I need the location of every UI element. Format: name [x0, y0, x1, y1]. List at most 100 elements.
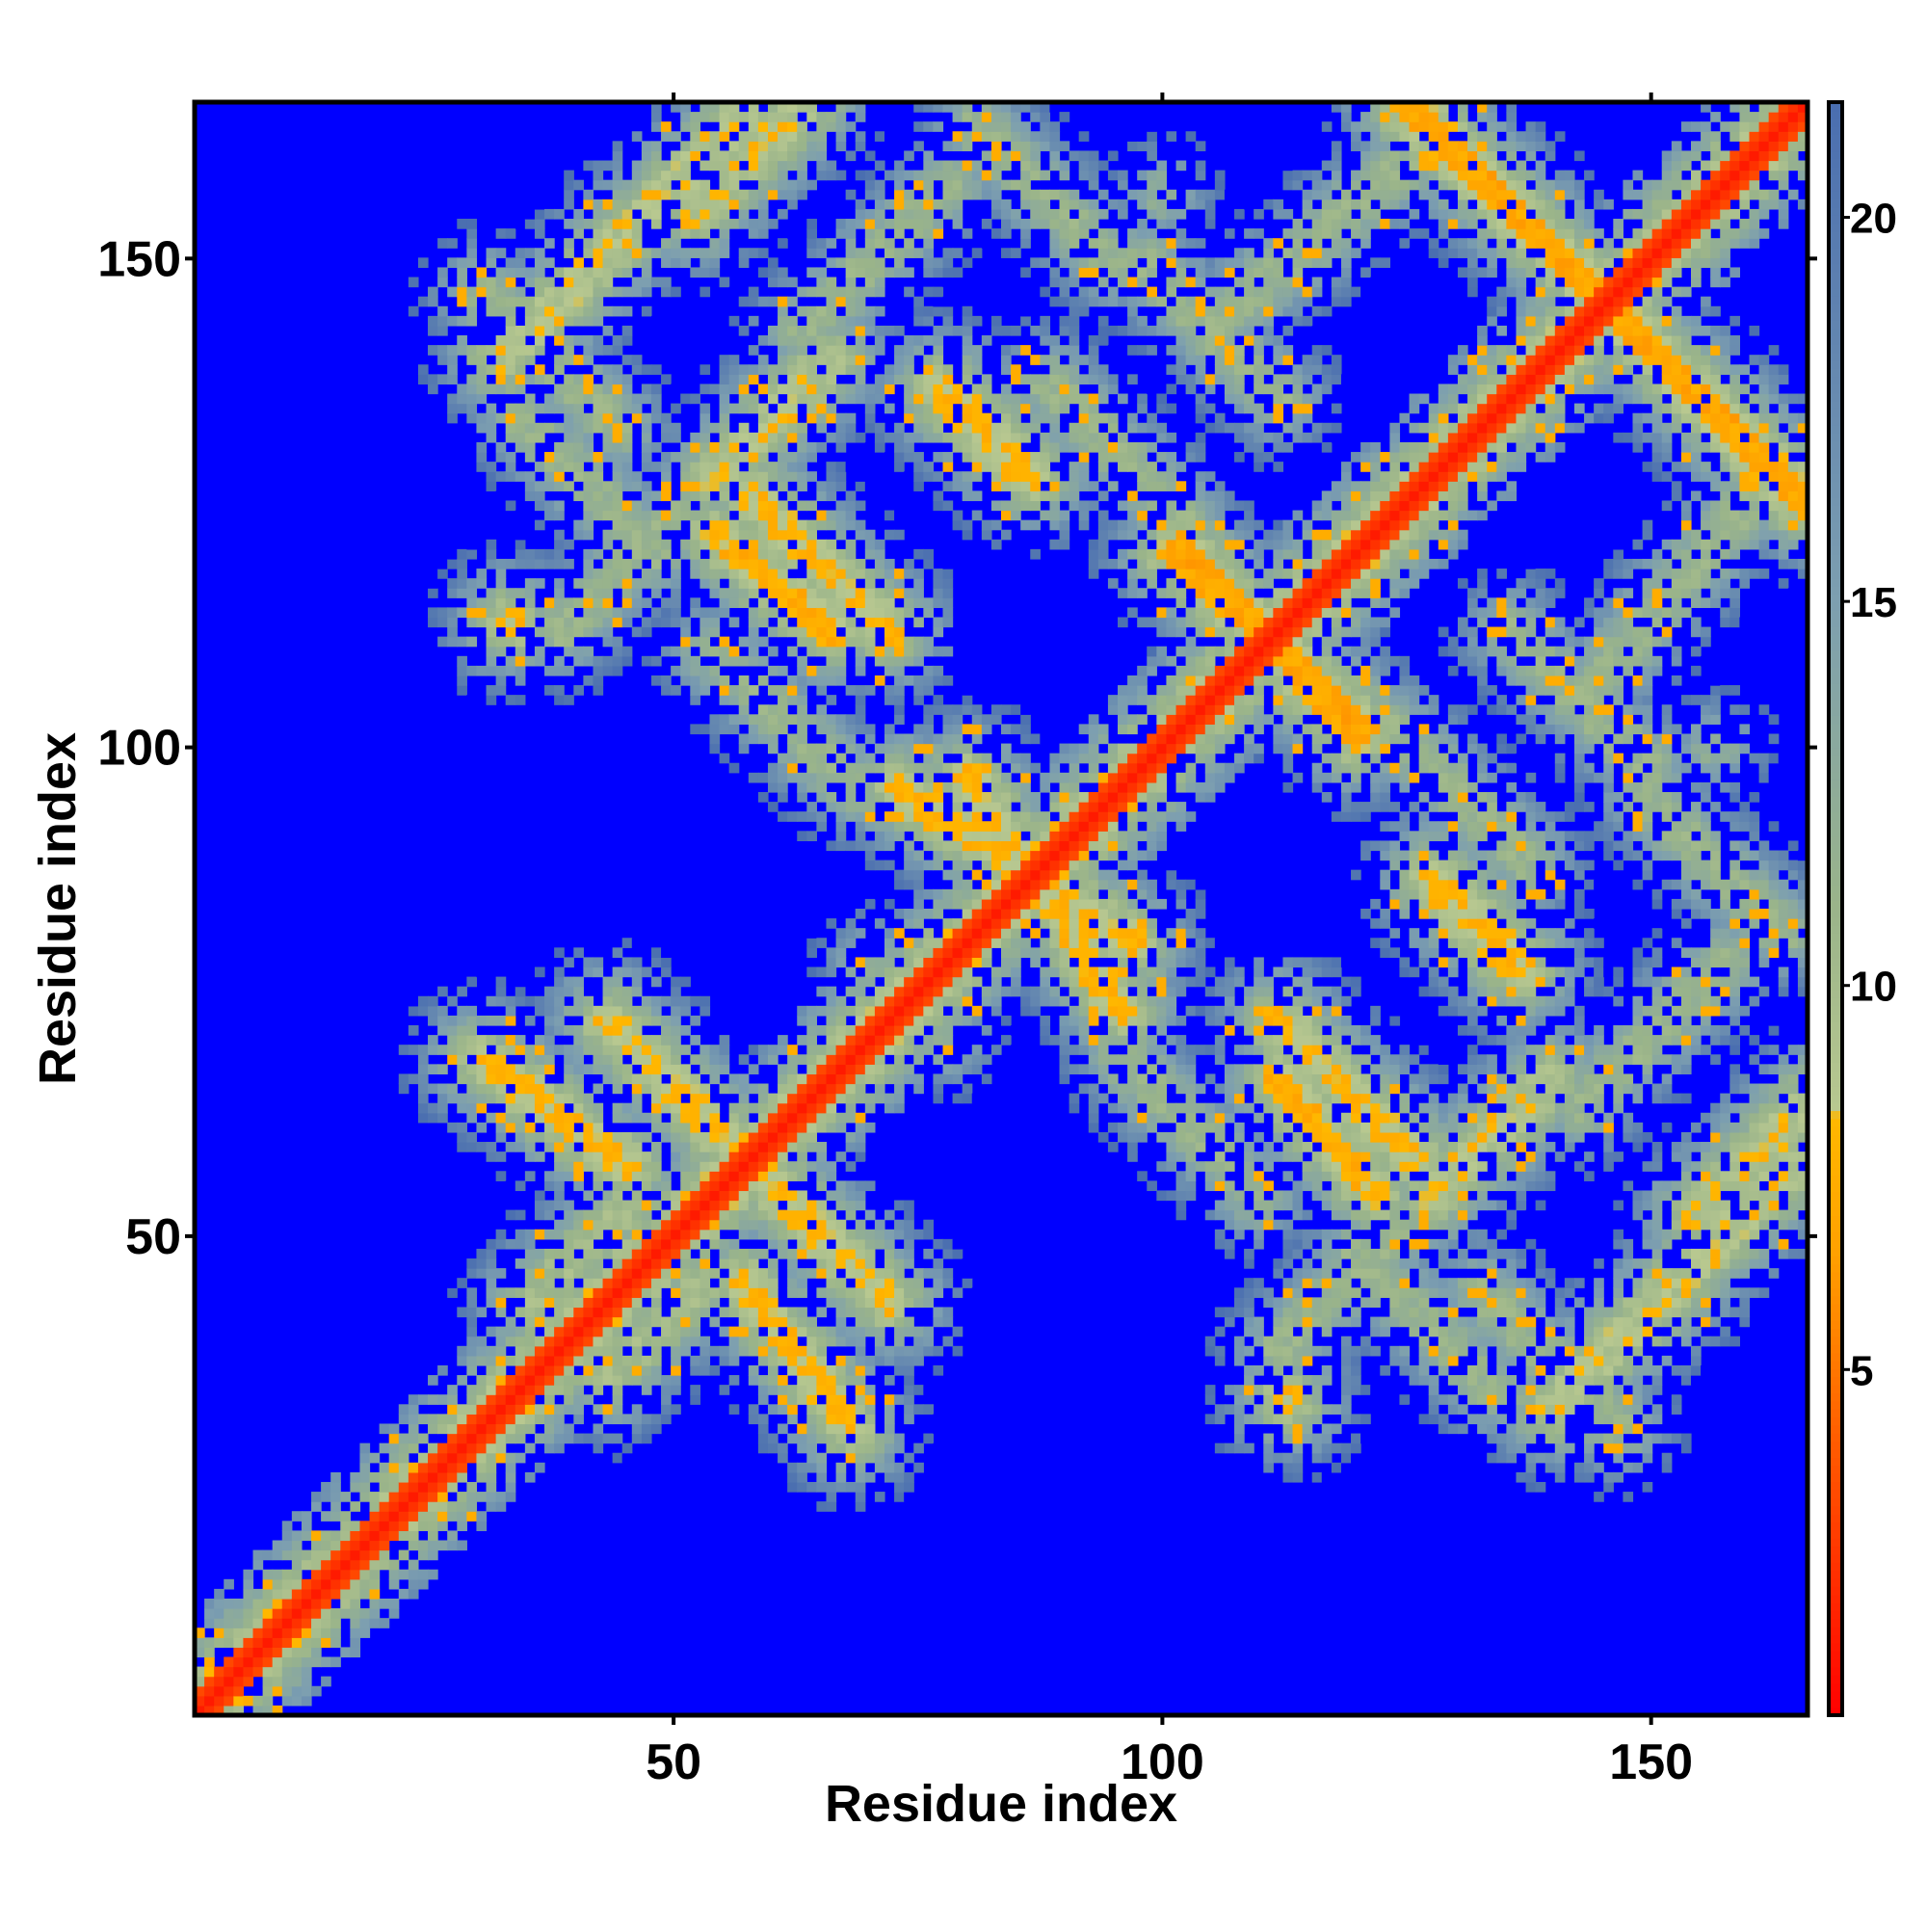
- heatmap-cell: [641, 198, 652, 210]
- heatmap-cell: [767, 1102, 779, 1114]
- heatmap-cell: [690, 1268, 700, 1279]
- heatmap-cell: [845, 811, 857, 822]
- heatmap-cell: [738, 257, 750, 269]
- heatmap-cell: [767, 733, 779, 745]
- heatmap-cell: [778, 724, 788, 735]
- heatmap-cell: [904, 1297, 914, 1309]
- heatmap-cell: [797, 704, 807, 715]
- heatmap-cell: [650, 208, 662, 220]
- heatmap-cell: [884, 1433, 895, 1444]
- heatmap-cell: [971, 452, 983, 463]
- heatmap-cell: [748, 1083, 759, 1095]
- heatmap-cell: [913, 888, 924, 900]
- heatmap-cell: [301, 1598, 312, 1609]
- heatmap-cell: [631, 1131, 643, 1143]
- heatmap-cell: [593, 384, 604, 395]
- heatmap-cell: [787, 112, 798, 122]
- heatmap-cell: [767, 646, 779, 657]
- heatmap-cell: [408, 1423, 419, 1435]
- heatmap-cell: [757, 1452, 769, 1464]
- heatmap-cell: [894, 831, 905, 842]
- heatmap-cell: [466, 1307, 478, 1318]
- heatmap-cell: [855, 1073, 866, 1085]
- heatmap-cell: [738, 481, 750, 491]
- heatmap-cell: [884, 685, 895, 696]
- heatmap-cell: [680, 1268, 691, 1279]
- heatmap-cell: [990, 325, 1002, 336]
- heatmap-cell: [680, 1025, 691, 1036]
- heatmap-cell: [894, 355, 905, 365]
- heatmap-cell: [671, 685, 681, 696]
- heatmap-cell: [534, 966, 545, 978]
- heatmap-cell: [913, 695, 924, 705]
- heatmap-cell: [602, 305, 614, 317]
- heatmap-cell: [923, 665, 935, 676]
- heatmap-cell: [466, 1316, 478, 1328]
- heatmap-cell: [874, 422, 885, 434]
- heatmap-cell: [923, 393, 935, 405]
- heatmap-cell: [641, 1064, 652, 1075]
- heatmap-cell: [778, 452, 788, 463]
- heatmap-cell: [621, 325, 633, 336]
- heatmap-cell: [1011, 422, 1021, 434]
- heatmap-cell: [855, 325, 866, 336]
- heatmap-cell: [398, 1083, 409, 1095]
- heatmap-cell: [942, 364, 954, 375]
- heatmap-cell: [904, 1248, 914, 1259]
- heatmap-cell: [816, 374, 828, 385]
- heatmap-cell: [748, 1171, 759, 1181]
- heatmap-cell: [894, 1248, 905, 1259]
- heatmap-cell: [797, 384, 807, 395]
- heatmap-cell: [224, 1618, 234, 1628]
- heatmap-cell: [728, 597, 740, 608]
- heatmap-cell: [573, 1083, 584, 1095]
- heatmap-cell: [524, 355, 536, 365]
- heatmap-cell: [515, 1394, 526, 1405]
- heatmap-cell: [612, 248, 623, 258]
- heatmap-cell: [835, 345, 847, 356]
- heatmap-cell: [826, 462, 837, 472]
- heatmap-cell: [748, 228, 759, 239]
- heatmap-cell: [1011, 102, 1021, 113]
- heatmap-cell: [388, 1559, 400, 1571]
- heatmap-cell: [583, 452, 594, 463]
- heatmap-cell: [554, 1442, 565, 1454]
- heatmap-cell: [709, 743, 721, 754]
- heatmap-cell: [680, 1064, 691, 1075]
- heatmap-cell: [904, 441, 914, 453]
- heatmap-cell: [593, 1035, 604, 1045]
- heatmap-cell: [602, 1433, 614, 1444]
- heatmap-cell: [913, 1278, 924, 1288]
- heatmap-cell: [835, 655, 847, 667]
- heatmap-cell: [942, 995, 954, 1007]
- heatmap-cell: [641, 1171, 652, 1181]
- heatmap-cell: [1001, 441, 1012, 453]
- heatmap-cell: [593, 1423, 604, 1435]
- heatmap-cell: [942, 1278, 954, 1288]
- heatmap-cell: [971, 432, 983, 443]
- heatmap-cell: [534, 1355, 545, 1366]
- heatmap-cell: [962, 986, 973, 997]
- heatmap-cell: [826, 121, 837, 132]
- heatmap-cell: [612, 947, 623, 959]
- heatmap-cell: [748, 1122, 759, 1133]
- heatmap-cell: [291, 1598, 303, 1609]
- heatmap-cell: [709, 238, 721, 249]
- heatmap-cell: [826, 1501, 837, 1512]
- heatmap-cell: [408, 1588, 419, 1600]
- heatmap-cell: [330, 1492, 341, 1502]
- heatmap-cell: [428, 1549, 438, 1561]
- heatmap-cell: [933, 160, 944, 172]
- heatmap-cell: [476, 1404, 488, 1415]
- heatmap-cell: [787, 1355, 798, 1366]
- heatmap-cell: [874, 219, 885, 229]
- heatmap-cell: [680, 248, 691, 258]
- heatmap-cell: [388, 1511, 400, 1522]
- heatmap-cell: [505, 607, 516, 619]
- heatmap-cell: [1020, 802, 1031, 812]
- heatmap-cell: [641, 1083, 652, 1095]
- heatmap-cell: [894, 588, 905, 598]
- heatmap-cell: [650, 548, 662, 560]
- heatmap-cell: [709, 1345, 721, 1357]
- heatmap-cell: [990, 189, 1002, 200]
